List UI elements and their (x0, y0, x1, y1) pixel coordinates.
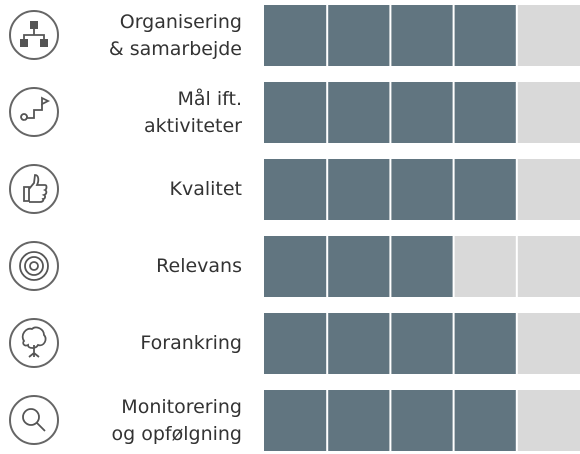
bar (264, 236, 454, 297)
category-label: Organisering & samarbejde (108, 10, 242, 60)
icon-magnifier (9, 395, 59, 445)
category-label: Kvalitet (169, 178, 243, 200)
icon-organisation (9, 10, 59, 60)
category-label: Forankring (140, 332, 242, 354)
icon-goal (9, 87, 59, 137)
icon-thumb (9, 164, 59, 214)
category-label: Monitorering og opfølgning (111, 395, 243, 445)
category-label: Mål ift. aktiviteter (144, 87, 242, 137)
icon-target (9, 241, 59, 291)
category-label: Relevans (156, 255, 242, 277)
icon-tree (9, 318, 59, 368)
